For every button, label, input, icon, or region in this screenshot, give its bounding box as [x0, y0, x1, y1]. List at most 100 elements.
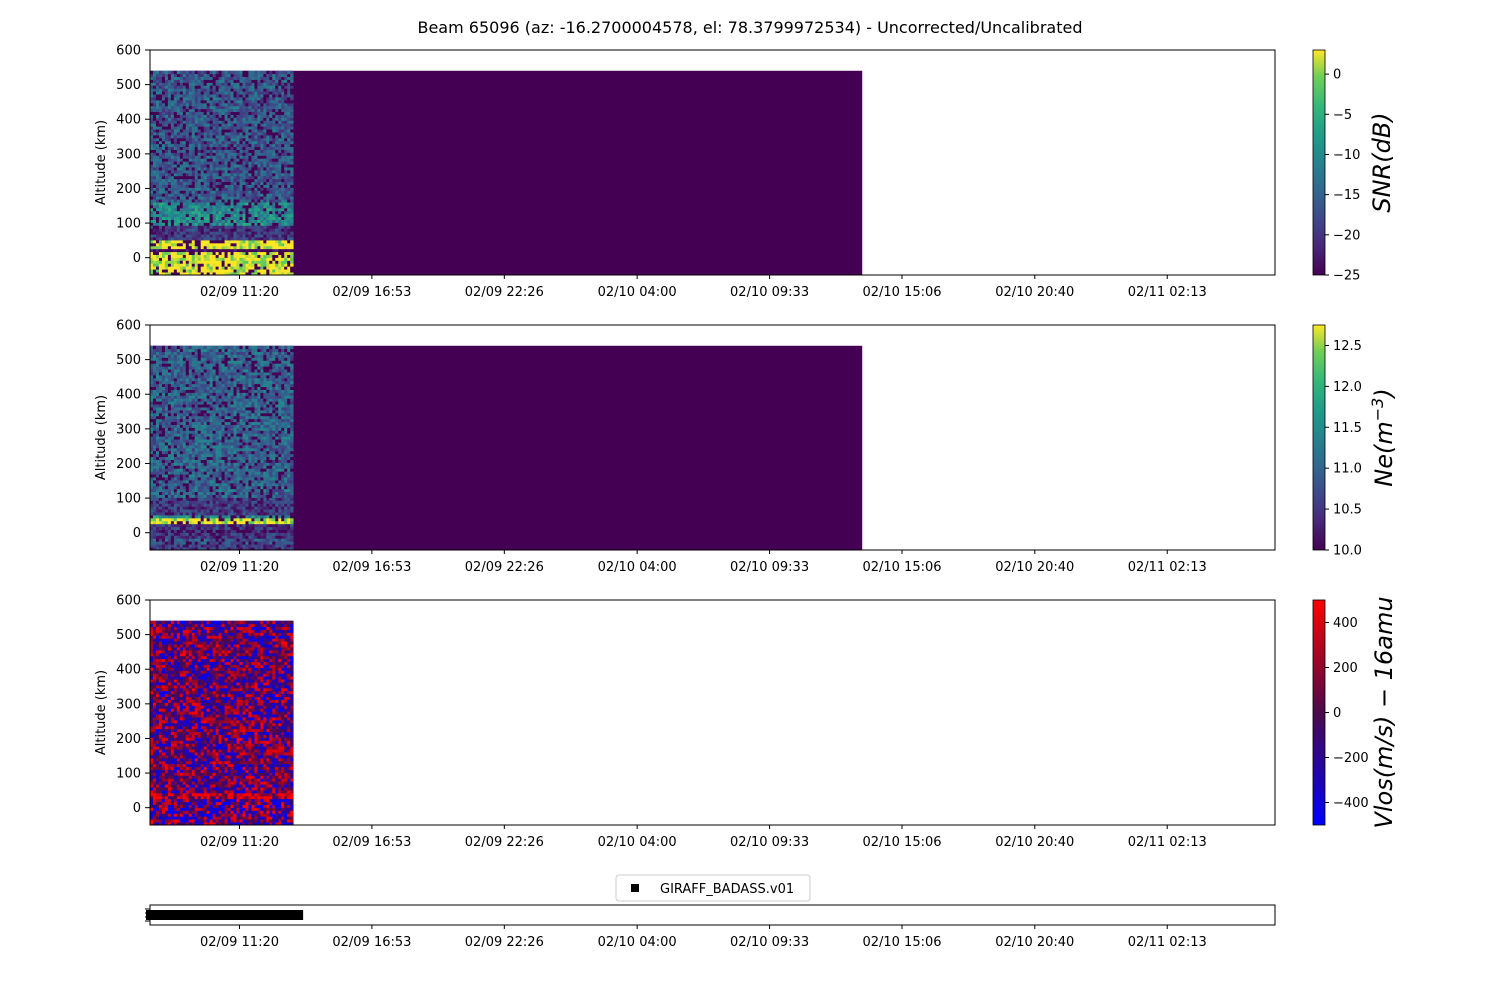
heatmap-cell [155, 137, 160, 142]
heatmap-cell [164, 146, 169, 150]
heatmap-cell [236, 503, 240, 507]
heatmap-cell [179, 269, 184, 273]
heatmap-cell [254, 468, 258, 472]
heatmap-cell [239, 155, 243, 159]
heatmap-cell [251, 541, 255, 545]
heatmap-cell [224, 175, 228, 180]
heatmap-cell [284, 190, 288, 194]
heatmap-cell [212, 538, 217, 542]
heatmap-cell [158, 126, 163, 130]
heatmap-cell [242, 266, 246, 270]
heatmap-cell [203, 254, 208, 258]
heatmap-cell [221, 538, 225, 542]
heatmap-cell [191, 97, 196, 101]
heatmap-cell [287, 102, 291, 107]
heatmap-cell [206, 544, 211, 548]
heatmap-cell [209, 213, 214, 218]
heatmap-cell [218, 506, 222, 510]
heatmap-cell [284, 70, 288, 75]
heatmap-cell [152, 134, 157, 139]
heatmap-cell [254, 187, 258, 191]
heatmap-cell [251, 123, 255, 127]
heatmap-cell [200, 509, 205, 513]
heatmap-cell [191, 263, 196, 267]
heatmap-cell [215, 544, 219, 548]
heatmap-cell [263, 482, 267, 487]
heatmap-cell [224, 541, 228, 545]
heatmap-cell [206, 251, 211, 255]
heatmap-cell [176, 137, 181, 142]
heatmap-cell [158, 482, 163, 487]
heatmap-cell [275, 506, 279, 510]
heatmap-cell [173, 272, 178, 276]
heatmap-cell [185, 210, 190, 215]
heatmap-cell [269, 199, 273, 203]
heatmap-cell [167, 485, 172, 490]
heatmap-cell [284, 216, 288, 220]
heatmap-cell [260, 520, 264, 525]
heatmap-cell [215, 248, 219, 253]
heatmap-cell [191, 149, 196, 153]
heatmap-cell [257, 117, 261, 121]
heatmap-cell [281, 207, 285, 212]
heatmap-cell [275, 541, 279, 545]
heatmap-cell [179, 462, 184, 466]
heatmap-cell [221, 532, 225, 536]
heatmap-cell [173, 161, 178, 165]
heatmap-cell [164, 213, 169, 218]
heatmap-cell [212, 251, 217, 255]
heatmap-cell [233, 202, 237, 206]
heatmap-cell [167, 477, 172, 481]
heatmap-cell [227, 272, 231, 276]
heatmap-cell [191, 538, 196, 542]
heatmap-cell [218, 79, 222, 83]
heatmap-cell [179, 123, 184, 127]
heatmap-cell [191, 152, 196, 156]
heatmap-cell [287, 140, 291, 145]
heatmap-cell [278, 254, 282, 258]
heatmap-cell [215, 120, 219, 124]
heatmap-cell [224, 82, 228, 86]
heatmap-cell [254, 97, 258, 101]
heatmap-cell [150, 140, 154, 145]
heatmap-cell [281, 266, 285, 270]
heatmap-cell [176, 193, 181, 197]
heatmap-cell [191, 453, 196, 458]
heatmap-cell [188, 474, 193, 478]
heatmap-cell [239, 272, 243, 276]
heatmap-cell [224, 94, 228, 98]
heatmap-cell [230, 491, 234, 495]
heatmap-cell [158, 172, 163, 177]
heatmap-cell [152, 152, 157, 156]
heatmap-cell [281, 120, 285, 124]
heatmap-cell [158, 544, 163, 548]
heatmap-cell [236, 272, 240, 276]
heatmap-cell [185, 219, 190, 223]
heatmap-cell [269, 245, 273, 250]
heatmap-cell [254, 257, 258, 261]
heatmap-cell [236, 82, 240, 86]
heatmap-cell [179, 184, 184, 188]
heatmap-cell [236, 251, 240, 255]
heatmap-cell [176, 111, 181, 115]
heatmap-cell [263, 149, 267, 153]
heatmap-cell [164, 210, 169, 215]
heatmap-cell [150, 161, 154, 165]
heatmap-cell [197, 535, 202, 539]
heatmap-cell [203, 134, 208, 139]
heatmap-cell [230, 199, 234, 203]
heatmap-cell [191, 234, 196, 238]
heatmap-cell [278, 172, 282, 177]
heatmap-cell [167, 143, 172, 148]
heatmap-cell [245, 500, 249, 504]
heatmap-cell [203, 123, 208, 127]
heatmap-cell [257, 99, 261, 104]
heatmap-cell [266, 187, 270, 191]
heatmap-cell [203, 99, 208, 104]
heatmap-cell [170, 99, 175, 104]
heatmap-cell [161, 538, 166, 542]
heatmap-cell [203, 207, 208, 212]
heatmap-cell [221, 535, 225, 539]
heatmap-cell [167, 532, 172, 536]
heatmap-cell [209, 479, 214, 484]
